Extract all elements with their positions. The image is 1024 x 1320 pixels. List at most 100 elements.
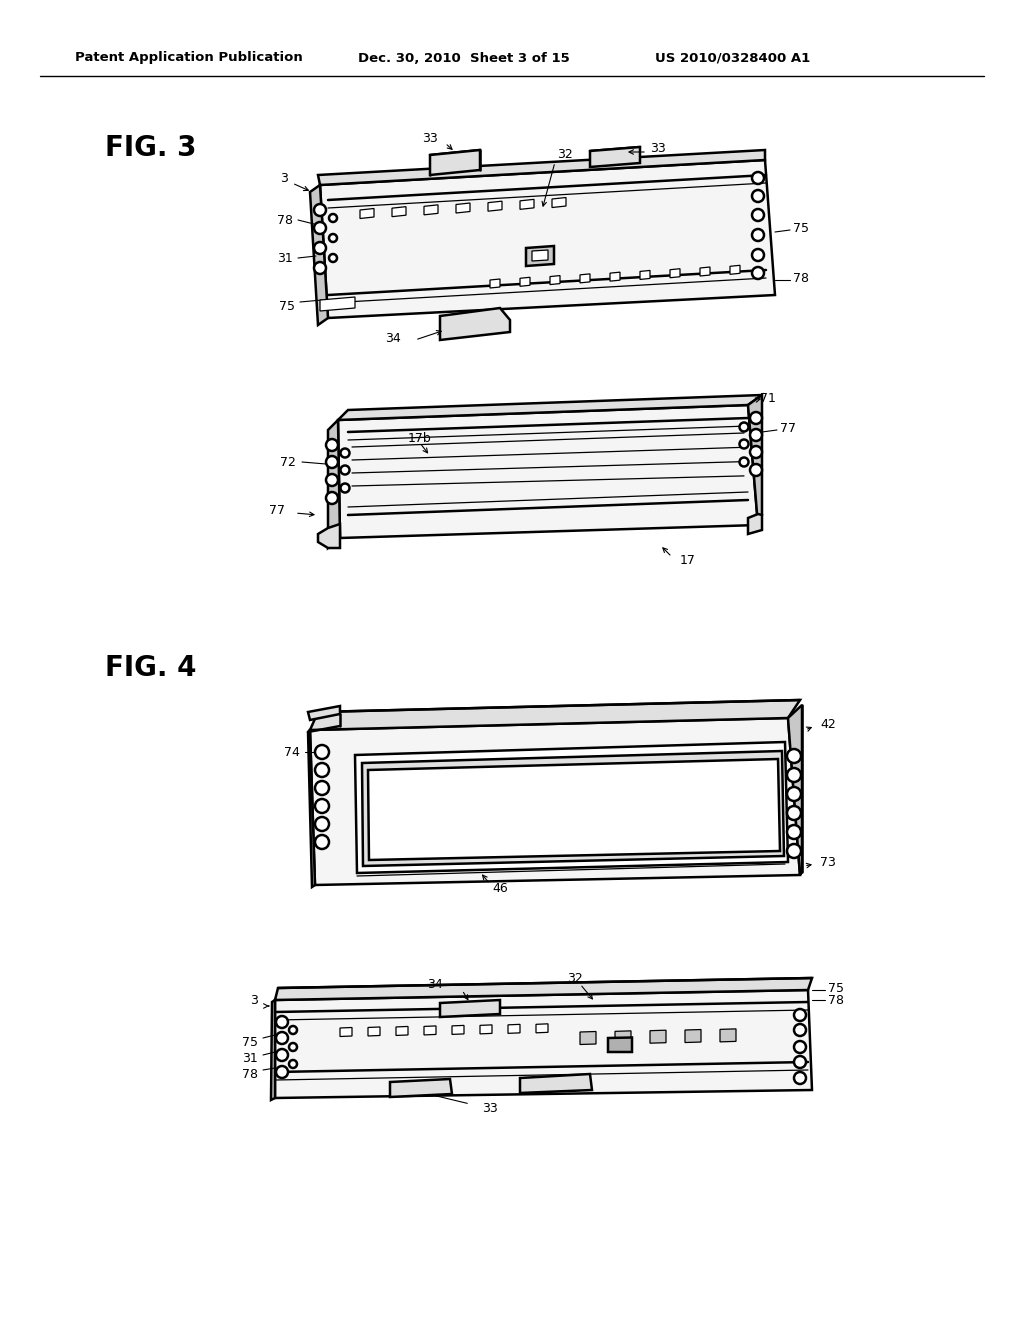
Text: 32: 32 — [557, 149, 572, 161]
Polygon shape — [748, 395, 762, 525]
Circle shape — [787, 787, 801, 801]
Circle shape — [315, 799, 329, 813]
Polygon shape — [310, 718, 800, 884]
Circle shape — [794, 1041, 806, 1053]
Polygon shape — [392, 207, 406, 216]
Text: 42: 42 — [820, 718, 836, 730]
Text: 34: 34 — [427, 978, 442, 991]
Circle shape — [750, 412, 762, 424]
Circle shape — [276, 1067, 288, 1078]
Text: 34: 34 — [385, 331, 400, 345]
Polygon shape — [275, 978, 812, 1001]
Text: 31: 31 — [278, 252, 293, 264]
Polygon shape — [310, 700, 800, 730]
Circle shape — [787, 807, 801, 820]
Polygon shape — [338, 405, 758, 539]
Circle shape — [752, 249, 764, 261]
Text: 78: 78 — [278, 214, 293, 227]
Polygon shape — [308, 706, 340, 719]
Text: Patent Application Publication: Patent Application Publication — [75, 51, 303, 65]
Circle shape — [341, 449, 349, 458]
Text: Dec. 30, 2010  Sheet 3 of 15: Dec. 30, 2010 Sheet 3 of 15 — [358, 51, 569, 65]
Polygon shape — [275, 990, 812, 1098]
Text: 46: 46 — [493, 882, 508, 895]
Circle shape — [314, 242, 326, 253]
Circle shape — [752, 267, 764, 279]
Text: 31: 31 — [243, 1052, 258, 1064]
Circle shape — [750, 465, 762, 477]
Polygon shape — [670, 269, 680, 277]
Circle shape — [794, 1056, 806, 1068]
Polygon shape — [368, 1027, 380, 1036]
Circle shape — [752, 228, 764, 242]
Polygon shape — [328, 420, 340, 548]
Polygon shape — [720, 1028, 736, 1041]
Polygon shape — [685, 1030, 701, 1043]
Circle shape — [341, 483, 349, 492]
Polygon shape — [730, 265, 740, 275]
Polygon shape — [520, 1074, 592, 1093]
Polygon shape — [424, 205, 438, 215]
Polygon shape — [536, 1024, 548, 1032]
Circle shape — [787, 843, 801, 858]
Circle shape — [326, 440, 338, 451]
Text: 3: 3 — [281, 172, 288, 185]
Circle shape — [289, 1060, 297, 1068]
Text: 71: 71 — [760, 392, 776, 404]
Circle shape — [794, 1072, 806, 1084]
Circle shape — [794, 1008, 806, 1020]
Text: 33: 33 — [422, 132, 438, 144]
Circle shape — [289, 1026, 297, 1034]
Circle shape — [326, 474, 338, 486]
Polygon shape — [310, 185, 328, 325]
Polygon shape — [580, 273, 590, 282]
Circle shape — [787, 825, 801, 840]
Polygon shape — [390, 1078, 452, 1097]
Text: 75: 75 — [793, 222, 809, 235]
Text: 78: 78 — [793, 272, 809, 285]
Circle shape — [315, 817, 329, 832]
Circle shape — [750, 446, 762, 458]
Circle shape — [326, 492, 338, 504]
Circle shape — [314, 205, 326, 216]
Circle shape — [739, 458, 749, 466]
Text: 78: 78 — [828, 994, 844, 1006]
Polygon shape — [550, 276, 560, 285]
Circle shape — [315, 763, 329, 777]
Polygon shape — [520, 199, 534, 210]
Circle shape — [794, 1024, 806, 1036]
Polygon shape — [580, 1031, 596, 1044]
Polygon shape — [608, 1038, 632, 1052]
Circle shape — [787, 748, 801, 763]
Text: 33: 33 — [482, 1101, 498, 1114]
Polygon shape — [615, 1031, 631, 1044]
Polygon shape — [360, 209, 374, 219]
Circle shape — [276, 1049, 288, 1061]
Text: 32: 32 — [567, 972, 583, 985]
Circle shape — [315, 836, 329, 849]
Circle shape — [329, 214, 337, 222]
Text: 75: 75 — [242, 1035, 258, 1048]
Circle shape — [341, 466, 349, 474]
Polygon shape — [340, 1027, 352, 1036]
Circle shape — [315, 744, 329, 759]
Polygon shape — [430, 150, 480, 176]
Text: 75: 75 — [828, 982, 844, 994]
Circle shape — [329, 234, 337, 242]
Polygon shape — [610, 272, 620, 281]
Polygon shape — [271, 1001, 275, 1100]
Text: 78: 78 — [242, 1068, 258, 1081]
Text: 17b: 17b — [408, 432, 432, 445]
Text: 74: 74 — [284, 746, 300, 759]
Polygon shape — [424, 1026, 436, 1035]
Polygon shape — [488, 201, 502, 211]
Circle shape — [329, 253, 337, 261]
Text: 72: 72 — [281, 455, 296, 469]
Circle shape — [326, 455, 338, 469]
Text: 3: 3 — [250, 994, 258, 1006]
Polygon shape — [480, 1024, 492, 1034]
Polygon shape — [526, 246, 554, 267]
Polygon shape — [355, 742, 788, 873]
Text: 73: 73 — [820, 855, 836, 869]
Polygon shape — [532, 249, 548, 261]
